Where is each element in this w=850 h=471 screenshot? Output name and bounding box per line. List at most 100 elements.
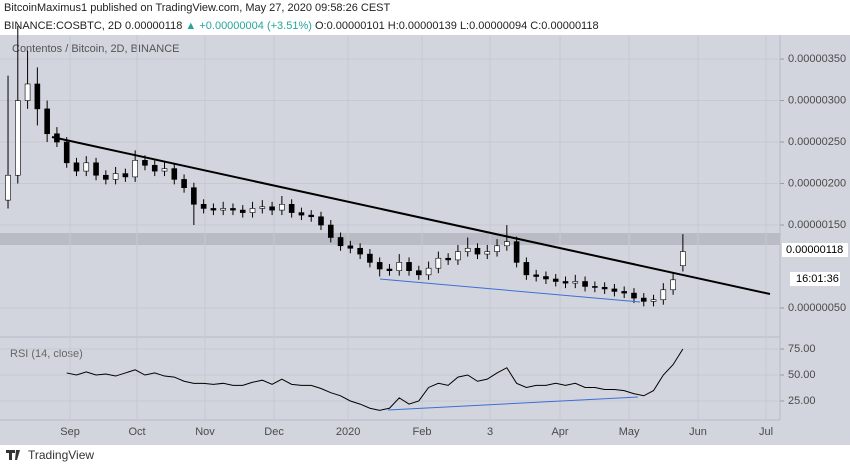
candle-body [151, 164, 158, 172]
support-line [379, 278, 641, 303]
candle-body [337, 237, 344, 247]
chart-title: Contentos / Bitcoin, 2D, BINANCE [12, 43, 180, 55]
x-tick-label: Jun [689, 426, 707, 438]
candle-body [660, 289, 667, 301]
y-tick-label: 50.00 [788, 369, 816, 381]
close: C:0.00000118 [530, 20, 598, 32]
candle-body [435, 257, 442, 269]
candle-body [494, 245, 500, 252]
x-tick-label: Feb [413, 426, 432, 438]
candle-body [572, 281, 579, 284]
candle-body [621, 291, 627, 294]
candle-body [24, 83, 31, 101]
candle-body [592, 286, 598, 288]
candle-body [455, 251, 461, 261]
candle-body [34, 83, 41, 110]
candle-body [631, 292, 637, 299]
price-tag-box [782, 243, 848, 257]
candle-body [445, 257, 451, 261]
candle-body [504, 241, 510, 247]
open: O:0.00000101 [315, 20, 385, 32]
brand: TradingView [28, 448, 94, 462]
candle-body [680, 251, 686, 267]
x-tick-label: Nov [195, 426, 215, 438]
candle-body [533, 274, 539, 277]
candle-body [132, 160, 138, 178]
candle-body [406, 262, 412, 271]
candle-body [601, 286, 608, 290]
candle-body [484, 251, 491, 255]
candle-body [396, 262, 403, 271]
candle-body [611, 288, 618, 292]
low: L:0.00000094 [460, 20, 527, 32]
y-tick-label: 25.00 [788, 395, 816, 407]
rsi-title: RSI (14, close) [10, 348, 83, 360]
resistance-zone [0, 233, 780, 245]
candle-body [239, 209, 246, 213]
candle-body [327, 224, 334, 238]
candle-body [142, 160, 148, 166]
candle-body [543, 276, 549, 280]
timer: 16:01:36 [796, 273, 839, 285]
candle-body [93, 162, 99, 176]
x-tick-label: Dec [264, 426, 284, 438]
candle-body [171, 168, 178, 180]
x-tick-label: 2020 [336, 426, 360, 438]
price-tag: 0.00000118 [786, 244, 843, 256]
x-tick-label: Sep [60, 426, 80, 438]
candle-body [386, 268, 393, 271]
candle-body [562, 281, 569, 284]
candle-body [44, 108, 50, 135]
symbol-line: BINANCE:COSBTC, 2D 0.00000118 ▲ +0.00000… [4, 20, 599, 32]
y-tick-label: 0.00000150 [788, 219, 846, 231]
candle-body [181, 179, 187, 188]
candle-body [112, 173, 119, 180]
candle-body [640, 297, 647, 302]
candle-body [83, 162, 90, 172]
brand-logo [6, 450, 20, 460]
y-tick-label: 75.00 [788, 343, 816, 355]
author-line: BitcoinMaximus1 published on TradingView… [4, 2, 391, 14]
high: H:0.00000139 [388, 20, 457, 32]
candle-body [230, 208, 236, 211]
y-tick-label: 0.00000300 [788, 94, 846, 106]
candle-body [200, 203, 207, 209]
rsi-line [66, 348, 684, 411]
candle-body [220, 208, 226, 211]
candle-body [582, 281, 588, 287]
y-tick-label: 0.00000200 [788, 177, 846, 189]
change: ▲ +0.00000004 (+3.51%) [185, 20, 311, 32]
candle-body [552, 278, 559, 282]
candle-body [210, 208, 217, 211]
candle-body [63, 141, 70, 164]
candle-body [318, 216, 324, 226]
candle-body [122, 173, 129, 178]
candle-body [523, 262, 530, 276]
trendline [51, 136, 771, 295]
timer-box [790, 272, 840, 286]
candle-body [161, 168, 168, 172]
x-tick-label: Oct [128, 426, 145, 438]
x-tick-label: Jul [759, 426, 773, 438]
x-tick-label: Apr [551, 426, 568, 438]
candle-body [298, 212, 305, 216]
x-tick-label: May [619, 426, 640, 438]
candle-body [425, 267, 432, 276]
plot: 0.00000350 0.00000300 0.00000250 0.00000200… [0, 25, 846, 438]
candle-body [376, 262, 383, 270]
last: 0.00000118 [125, 20, 182, 32]
candle-body [73, 162, 80, 172]
y-tick-label: 0.00000050 [788, 302, 846, 314]
candle-body [308, 214, 315, 218]
x-tick-label: 3 [487, 426, 493, 438]
candle-body [513, 241, 520, 263]
candle-body [269, 206, 275, 211]
candle-body [474, 247, 481, 255]
symbol: BINANCE:COSBTC, 2D [4, 20, 122, 32]
candle-body [357, 247, 363, 255]
candle-body [103, 174, 109, 180]
y-tick-label: 0.00000350 [788, 53, 846, 65]
candle-body [416, 270, 422, 276]
candle-body [288, 203, 295, 213]
